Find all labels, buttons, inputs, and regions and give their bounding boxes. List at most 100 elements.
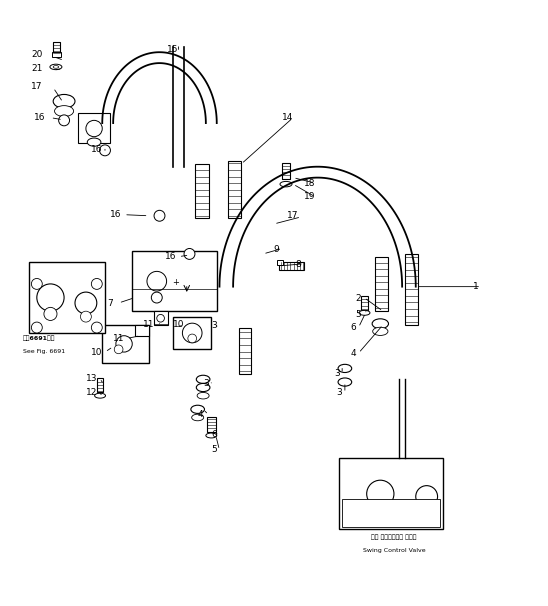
Ellipse shape xyxy=(197,384,209,391)
Circle shape xyxy=(157,315,164,322)
Text: 10: 10 xyxy=(173,321,184,329)
Text: 12: 12 xyxy=(85,388,97,397)
Circle shape xyxy=(92,322,102,333)
Bar xyxy=(52,52,61,56)
Text: 7: 7 xyxy=(107,299,113,307)
Circle shape xyxy=(374,501,387,514)
Bar xyxy=(28,262,105,333)
Text: 5: 5 xyxy=(211,445,217,454)
Text: 21: 21 xyxy=(31,64,43,73)
Circle shape xyxy=(31,279,42,290)
Bar xyxy=(78,113,111,143)
Text: 16: 16 xyxy=(34,113,45,122)
Text: 16: 16 xyxy=(164,252,176,261)
Circle shape xyxy=(37,284,64,311)
Text: 16: 16 xyxy=(110,210,122,219)
Ellipse shape xyxy=(192,415,204,421)
Ellipse shape xyxy=(191,405,204,413)
Ellipse shape xyxy=(53,65,59,68)
Bar xyxy=(282,163,290,179)
Bar xyxy=(195,164,209,219)
Ellipse shape xyxy=(373,327,388,336)
Ellipse shape xyxy=(196,375,210,384)
Ellipse shape xyxy=(338,364,352,373)
Bar xyxy=(154,311,168,325)
Bar xyxy=(227,161,241,219)
Bar xyxy=(208,417,216,432)
Circle shape xyxy=(184,248,195,259)
Bar xyxy=(342,499,440,527)
Circle shape xyxy=(188,334,197,343)
Text: 3: 3 xyxy=(211,321,217,330)
Text: 18: 18 xyxy=(304,179,315,187)
Circle shape xyxy=(81,311,92,322)
Text: 11: 11 xyxy=(113,334,124,343)
Circle shape xyxy=(59,115,70,126)
Text: 1: 1 xyxy=(473,282,478,291)
Text: 6: 6 xyxy=(211,430,217,439)
Ellipse shape xyxy=(50,64,62,70)
Text: 図で6691参照: 図で6691参照 xyxy=(23,336,56,341)
Circle shape xyxy=(114,345,123,354)
Bar xyxy=(97,378,104,392)
Text: 8: 8 xyxy=(296,261,301,269)
Text: 図示 コントロール バルブ: 図示 コントロール バルブ xyxy=(371,534,416,540)
Bar xyxy=(53,42,60,54)
Bar xyxy=(135,325,149,336)
Text: 4: 4 xyxy=(350,348,356,358)
Text: 5: 5 xyxy=(356,310,361,319)
Text: 19: 19 xyxy=(304,192,315,201)
Circle shape xyxy=(367,480,394,507)
Text: 16: 16 xyxy=(91,145,102,154)
Text: 9: 9 xyxy=(274,245,279,254)
Bar xyxy=(132,251,217,311)
Bar xyxy=(173,316,212,349)
Text: 17: 17 xyxy=(31,81,43,90)
Ellipse shape xyxy=(53,95,75,108)
Text: 13: 13 xyxy=(85,374,97,383)
Ellipse shape xyxy=(87,138,101,146)
Bar xyxy=(102,325,149,363)
Circle shape xyxy=(154,210,165,221)
Circle shape xyxy=(75,292,97,314)
Circle shape xyxy=(147,271,167,291)
Circle shape xyxy=(44,307,57,321)
Text: 15: 15 xyxy=(167,45,179,54)
Circle shape xyxy=(86,121,102,137)
Ellipse shape xyxy=(196,384,210,391)
Bar xyxy=(279,262,304,270)
Ellipse shape xyxy=(359,310,370,315)
Bar xyxy=(277,261,283,265)
Text: See Fig. 6691: See Fig. 6691 xyxy=(23,349,65,355)
Circle shape xyxy=(182,323,202,343)
Bar xyxy=(361,296,368,310)
Circle shape xyxy=(31,322,42,333)
Ellipse shape xyxy=(55,105,73,116)
Text: 3: 3 xyxy=(334,370,340,378)
Text: Swing Control Valve: Swing Control Valve xyxy=(363,548,425,553)
Text: 2: 2 xyxy=(356,294,361,303)
Ellipse shape xyxy=(206,433,217,438)
Circle shape xyxy=(116,336,132,352)
Text: 3: 3 xyxy=(336,388,342,398)
Ellipse shape xyxy=(280,181,292,187)
Text: 4: 4 xyxy=(198,410,203,419)
Bar xyxy=(405,254,419,325)
Ellipse shape xyxy=(372,319,389,328)
Circle shape xyxy=(416,485,437,507)
Text: 6: 6 xyxy=(350,323,356,332)
Circle shape xyxy=(151,292,162,303)
Circle shape xyxy=(100,145,111,156)
Bar xyxy=(339,458,443,529)
Bar xyxy=(375,257,389,311)
Text: 11: 11 xyxy=(143,321,155,329)
Text: 17: 17 xyxy=(287,211,299,220)
Ellipse shape xyxy=(338,378,352,386)
Text: 3: 3 xyxy=(203,379,209,388)
Text: 20: 20 xyxy=(31,50,43,59)
Text: 10: 10 xyxy=(91,348,102,356)
Bar xyxy=(238,327,250,374)
Text: 14: 14 xyxy=(282,113,293,122)
Ellipse shape xyxy=(95,393,106,398)
Text: +: + xyxy=(173,278,179,287)
